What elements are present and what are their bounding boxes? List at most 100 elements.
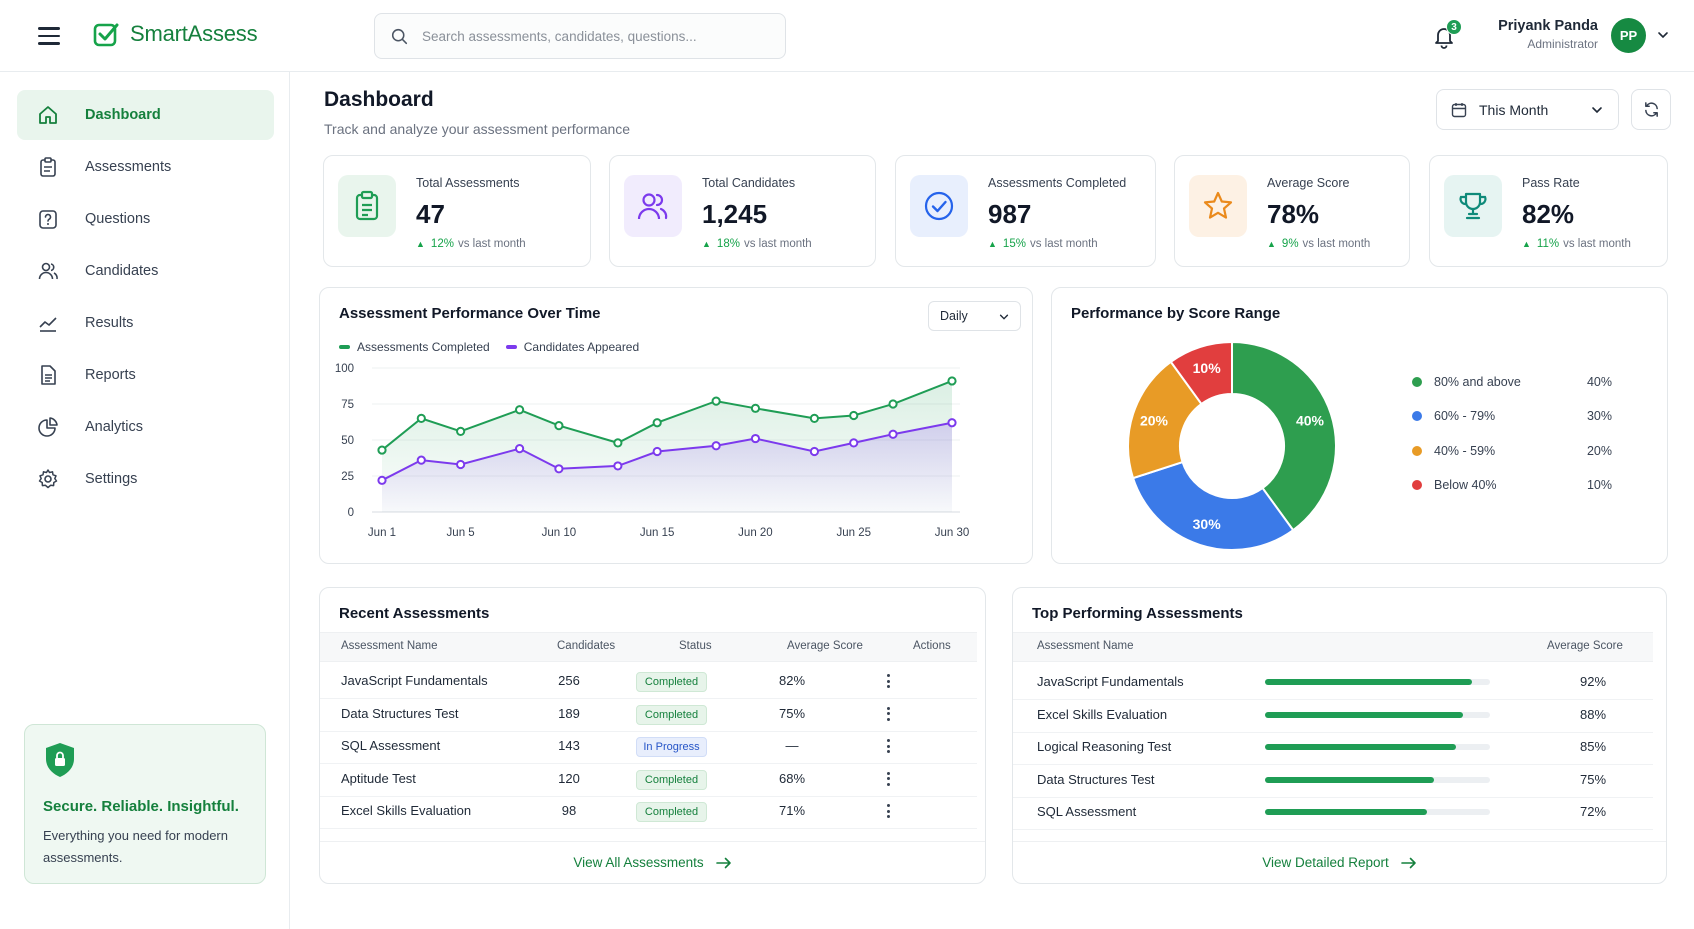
panel-footer: View Detailed Report	[1013, 841, 1666, 883]
legend-item[interactable]: Below 40% 10%	[1412, 475, 1612, 495]
page-subtitle: Track and analyze your assessment perfor…	[324, 121, 631, 137]
trend-percent: 11%	[1536, 238, 1560, 250]
question-icon	[39, 210, 57, 229]
data-point	[750, 433, 761, 444]
sidebar-item-label: Assessments	[85, 159, 172, 175]
users-icon	[38, 262, 58, 280]
sidebar-item-questions[interactable]: Questions	[17, 194, 274, 244]
sidebar-item-reports[interactable]: Reports	[17, 350, 274, 400]
data-point	[613, 461, 623, 471]
stat-card-assessments-completed[interactable]: Assessments Completed 987 ▲ 15% vs last mo…	[895, 155, 1156, 267]
data-point	[456, 426, 466, 436]
stat-card-total-candidates[interactable]: Total Candidates 1,245 ▲ 18% vs last month	[609, 155, 876, 267]
table-row[interactable]: JavaScript Fundamentals 256 82% Completed	[320, 664, 977, 699]
trend-text: vs last month	[1563, 238, 1631, 250]
panel-footer: View All Assessments	[320, 841, 985, 883]
checkbox-logo-icon	[93, 23, 119, 47]
data-point	[711, 441, 721, 451]
data-point	[888, 429, 898, 439]
sidebar-item-label: Candidates	[85, 263, 159, 279]
legend-swatch	[339, 345, 350, 349]
promo-text: Everything you need for modern assessmen…	[43, 828, 228, 865]
search-box[interactable]	[374, 13, 786, 59]
data-point	[947, 418, 957, 428]
trend-percent: 15%	[1002, 238, 1026, 250]
x-tick-label: Jun 5	[447, 527, 475, 539]
refresh-icon	[1644, 102, 1658, 117]
sidebar-item-assessments[interactable]: Assessments	[17, 142, 274, 192]
assessment-name: JavaScript Fundamentals	[341, 673, 488, 688]
series-area	[382, 422, 952, 512]
menu-icon[interactable]	[38, 27, 60, 45]
assessment-name: SQL Assessment	[341, 738, 441, 753]
stat-icon-bg	[910, 175, 968, 237]
table-row[interactable]: Excel Skills Evaluation 88%	[1013, 698, 1653, 733]
period-value: This Month	[1479, 101, 1549, 118]
trend-text: vs last month	[1029, 238, 1098, 250]
score-bar-fill	[1265, 809, 1427, 815]
data-point	[514, 444, 525, 454]
legend-item[interactable]: 80% and above 40%	[1412, 372, 1612, 392]
sidebar-item-results[interactable]: Results	[17, 298, 274, 348]
period-select[interactable]: This Month	[1436, 89, 1619, 130]
refresh-button[interactable]	[1631, 89, 1671, 130]
more-options-icon[interactable]	[880, 802, 896, 820]
granularity-select[interactable]: Daily	[928, 301, 1021, 331]
more-options-icon[interactable]	[880, 737, 896, 755]
average-score: 72%	[1579, 804, 1607, 819]
table-header	[320, 632, 977, 662]
table-row[interactable]: SQL Assessment 143 — In Progress	[320, 729, 977, 764]
stat-card-total-assessments[interactable]: Total Assessments 47 ▲ 12% vs last month	[323, 155, 591, 267]
more-options-icon[interactable]	[880, 672, 896, 690]
stat-value: 987	[988, 199, 1032, 229]
user-info[interactable]: Priyank Panda Administrator	[1498, 18, 1598, 51]
view-all-assessments-link[interactable]: View All Assessments	[573, 855, 731, 870]
arrow-right-icon	[1400, 857, 1416, 868]
arrow-up-icon: ▲	[702, 239, 711, 249]
table-row[interactable]: Excel Skills Evaluation 98 71% Completed	[320, 794, 977, 829]
panel-title: Recent Assessments	[339, 605, 490, 622]
legend-item[interactable]: 40% - 59% 20%	[1412, 441, 1612, 461]
data-point	[652, 446, 662, 457]
stat-card-pass-rate[interactable]: Pass Rate 82% ▲ 11% vs last month	[1429, 155, 1668, 267]
table-row[interactable]: Data Structures Test 189 75% Completed	[320, 697, 977, 732]
more-options-icon[interactable]	[880, 705, 896, 723]
table-row[interactable]: JavaScript Fundamentals 92%	[1013, 665, 1653, 700]
table-row[interactable]: Aptitude Test 120 68% Completed	[320, 762, 977, 797]
assessment-name: SQL Assessment	[1037, 804, 1137, 819]
legend-item[interactable]: Candidates Appeared	[505, 340, 639, 354]
sidebar-item-settings[interactable]: Settings	[17, 454, 274, 504]
legend-item[interactable]: Assessments Completed	[339, 340, 490, 354]
chevron-down-icon[interactable]	[1656, 28, 1670, 42]
gear-icon	[38, 469, 58, 489]
candidate-count: 120	[558, 770, 580, 786]
recent-assessments-panel: Recent Assessments Assessment Name Candi…	[319, 587, 986, 884]
sidebar: Dashboard Assessments Questions Candidat…	[0, 72, 290, 929]
calendar-icon	[1451, 102, 1467, 117]
table-row[interactable]: Logical Reasoning Test 85%	[1013, 730, 1653, 765]
more-options-icon[interactable]	[880, 770, 896, 788]
table-row[interactable]: SQL Assessment 72%	[1013, 795, 1653, 830]
data-point	[554, 421, 564, 431]
status-badge: Completed	[636, 802, 707, 822]
sidebar-item-dashboard[interactable]: Dashboard	[17, 90, 274, 140]
user-name: Priyank Panda	[1498, 18, 1598, 34]
x-tick-label: Jun 10	[542, 527, 577, 539]
score-bar-fill	[1265, 711, 1463, 718]
sidebar-item-analytics[interactable]: Analytics	[17, 402, 274, 452]
table-row[interactable]: Data Structures Test 75%	[1013, 763, 1653, 798]
trend-text: vs last month	[457, 238, 526, 250]
stat-card-average-score[interactable]: Average Score 78% ▲ 9% vs last month	[1174, 155, 1410, 267]
arrow-up-icon: ▲	[988, 239, 997, 249]
sidebar-item-candidates[interactable]: Candidates	[17, 246, 274, 296]
stat-label: Pass Rate	[1522, 176, 1580, 190]
app-logo[interactable]: SmartAssess	[92, 20, 258, 48]
data-point	[849, 410, 859, 421]
sidebar-item-label: Results	[85, 315, 134, 331]
arrow-right-icon	[715, 857, 731, 868]
avatar[interactable]: PP	[1611, 18, 1646, 53]
search-input[interactable]	[422, 28, 762, 44]
view-detailed-report-link[interactable]: View Detailed Report	[1262, 855, 1417, 870]
star-icon	[1203, 191, 1233, 219]
legend-item[interactable]: 60% - 79% 30%	[1412, 406, 1612, 426]
